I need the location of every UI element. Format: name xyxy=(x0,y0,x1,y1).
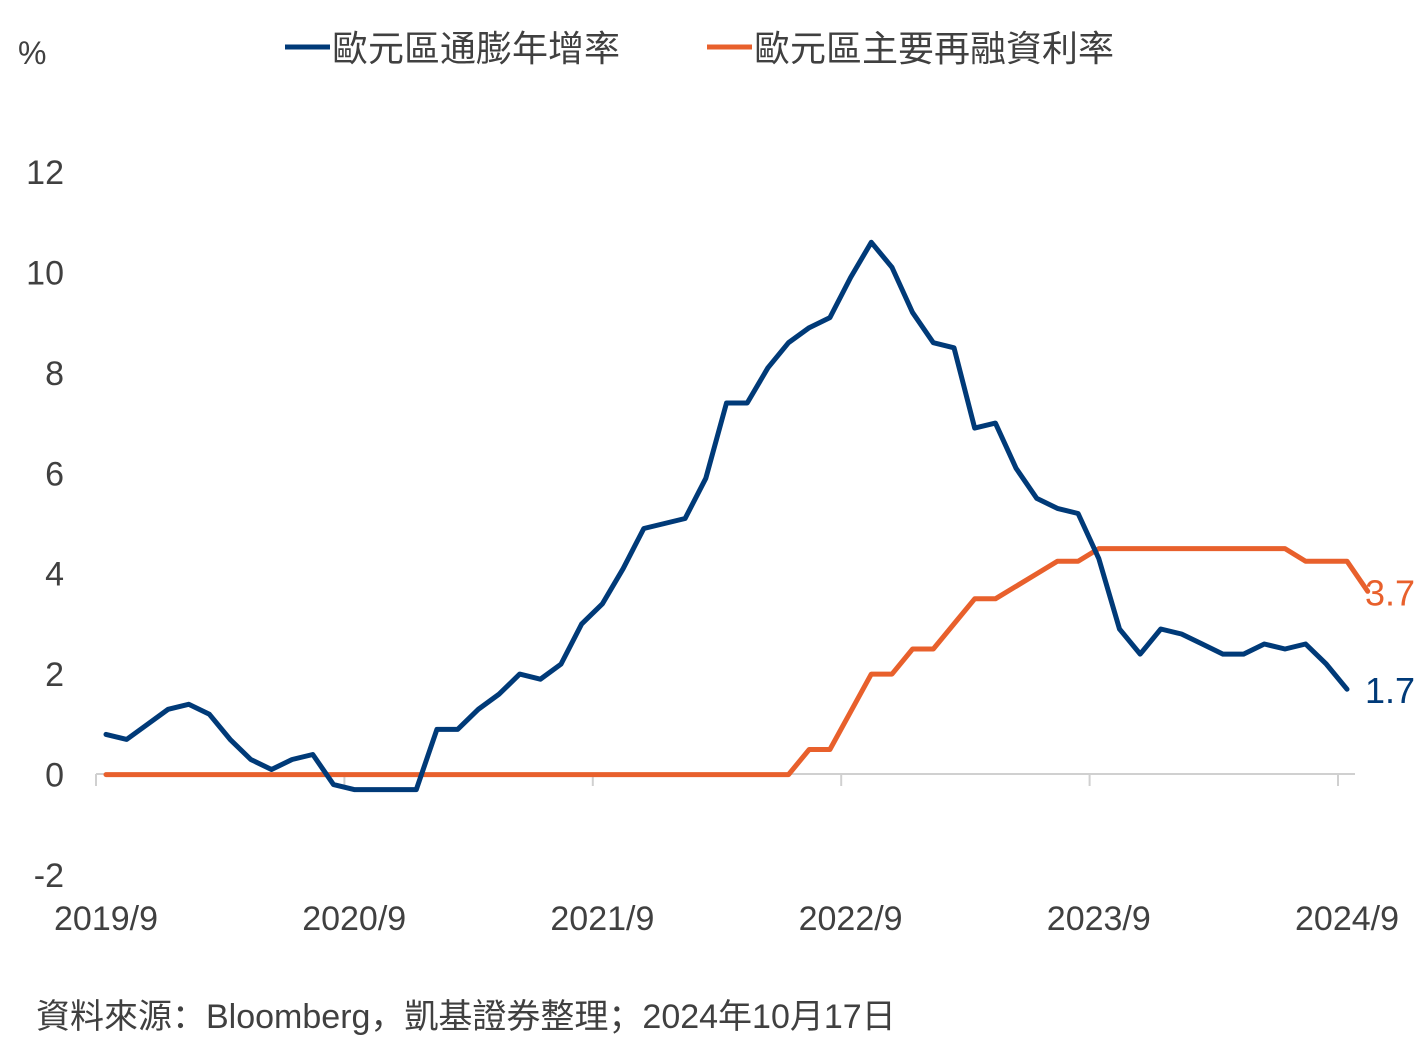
y-tick-label: 8 xyxy=(45,355,64,393)
x-tick-label: 2019/9 xyxy=(54,900,158,938)
y-axis-tick-labels: -2 0 2 4 6 8 10 12 xyxy=(26,154,64,895)
y-tick-label: 10 xyxy=(26,254,64,292)
x-axis-tick-labels: 2019/9 2020/9 2021/9 2022/9 2023/9 2024/9 xyxy=(54,900,1399,938)
legend-label-refi-rate: 歐元區主要再融資利率 xyxy=(754,28,1114,69)
series-layer xyxy=(103,239,1371,793)
y-tick-label: 2 xyxy=(45,656,64,694)
x-tick-label: 2024/9 xyxy=(1295,900,1399,938)
x-tick-label: 2023/9 xyxy=(1047,900,1151,938)
end-label-refi-rate: 3.7 xyxy=(1365,572,1415,613)
x-tick-label: 2022/9 xyxy=(799,900,903,938)
y-tick-label: 6 xyxy=(45,455,64,493)
legend-label-inflation: 歐元區通膨年增率 xyxy=(332,28,620,69)
legend: 歐元區通膨年增率 歐元區主要再融資利率 xyxy=(285,28,1114,69)
series-line-inflation xyxy=(103,239,1350,793)
x-tick-label: 2020/9 xyxy=(302,900,406,938)
x-tick-label: 2021/9 xyxy=(550,900,654,938)
series-line-refi-rate xyxy=(103,546,1371,778)
y-tick-label: 4 xyxy=(45,556,64,594)
y-tick-label: 12 xyxy=(26,154,64,192)
y-tick-label: -2 xyxy=(34,857,64,895)
end-labels: 1.7 3.7 xyxy=(1365,572,1415,711)
y-tick-label: 0 xyxy=(45,757,64,795)
y-axis-unit-label: % xyxy=(18,35,46,71)
source-note: 資料來源：Bloomberg，凱基證券整理；2024年10月17日 xyxy=(36,998,896,1036)
end-label-inflation: 1.7 xyxy=(1365,670,1415,711)
